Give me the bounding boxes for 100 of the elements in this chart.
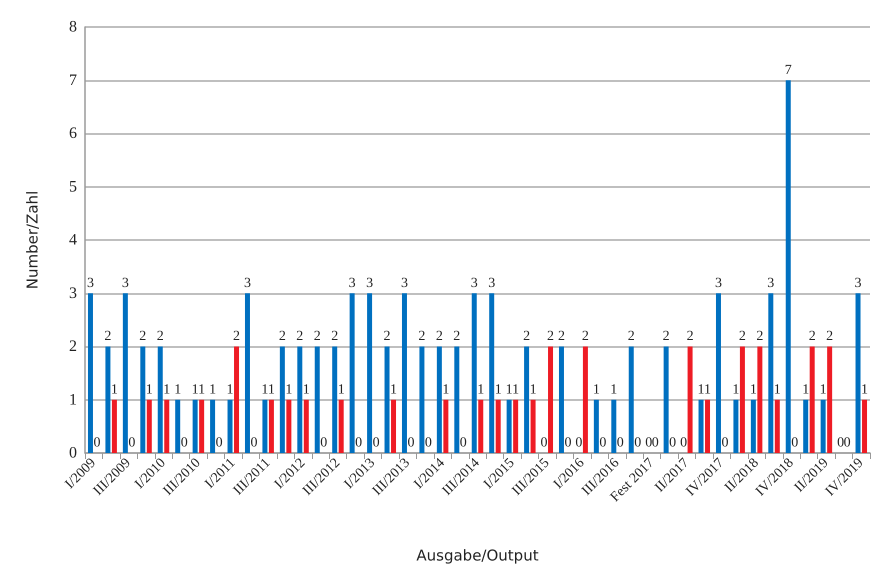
data-label: 2 — [628, 329, 635, 344]
bar — [338, 400, 344, 453]
data-label: 2 — [523, 329, 530, 344]
bar — [210, 400, 216, 453]
bar — [733, 400, 738, 453]
data-label: 1 — [750, 382, 757, 398]
bar — [548, 346, 554, 453]
data-label: 1 — [338, 382, 345, 398]
bar — [164, 400, 170, 453]
bar — [688, 346, 693, 453]
data-label: 0 — [424, 436, 432, 450]
bar — [443, 400, 448, 453]
data-label: 0 — [791, 436, 798, 450]
data-label: 0 — [599, 436, 606, 450]
bar — [862, 400, 868, 453]
y-tick-label: 6 — [69, 125, 77, 142]
data-label: 2 — [384, 329, 391, 344]
data-label: 0 — [93, 436, 100, 450]
y-axis-title: Number/Zahl — [24, 190, 42, 290]
data-label: 2 — [662, 329, 670, 344]
data-label: 1 — [494, 382, 502, 398]
data-label: 2 — [738, 329, 746, 344]
data-label: 1 — [698, 382, 705, 398]
bar — [757, 346, 762, 453]
bar — [436, 346, 442, 453]
data-label: 1 — [477, 382, 484, 398]
data-label: 0 — [372, 436, 380, 450]
bar — [664, 346, 669, 453]
data-label: 1 — [512, 382, 520, 398]
bar — [105, 346, 110, 453]
bar — [286, 400, 292, 453]
data-label: 0 — [320, 436, 328, 450]
data-label: 2 — [547, 329, 554, 344]
data-label: 0 — [540, 436, 548, 450]
data-label: 1 — [610, 382, 618, 398]
bar — [419, 346, 424, 453]
bar — [803, 400, 808, 453]
data-label: 0 — [844, 436, 851, 450]
bar — [234, 346, 240, 453]
data-label: 0 — [128, 436, 136, 450]
bar — [192, 400, 198, 453]
data-label: 0 — [634, 436, 642, 450]
bar — [402, 293, 407, 453]
data-label: 1 — [302, 382, 310, 398]
data-label: 3 — [470, 276, 478, 291]
data-label: 2 — [104, 329, 112, 344]
bar — [175, 400, 180, 453]
bar — [768, 293, 774, 453]
data-label: 3 — [122, 276, 129, 291]
data-label: 3 — [767, 276, 774, 291]
data-label: 1 — [174, 382, 182, 398]
data-label: 0 — [652, 436, 659, 450]
data-label: 1 — [209, 382, 216, 398]
data-label: 1 — [820, 382, 827, 398]
data-label: 3 — [400, 276, 408, 291]
data-label: 2 — [331, 329, 338, 344]
data-label: 0 — [680, 436, 688, 450]
data-label: 0 — [616, 436, 624, 450]
data-label: 1 — [390, 382, 398, 398]
bar — [88, 293, 93, 453]
bar — [558, 346, 564, 453]
data-label: 1 — [163, 382, 170, 398]
data-label: 1 — [506, 382, 513, 398]
y-tick-label: 3 — [69, 284, 77, 302]
y-tick-label: 7 — [69, 72, 77, 89]
data-label: 3 — [366, 276, 374, 291]
data-label: 0 — [216, 436, 223, 450]
bar — [367, 293, 372, 453]
bar — [856, 293, 861, 453]
bar — [489, 293, 494, 453]
data-label: 1 — [285, 382, 292, 398]
bar — [820, 400, 826, 453]
bar — [140, 346, 146, 453]
y-tick-label: 0 — [69, 444, 77, 462]
bar — [332, 346, 338, 453]
data-label: 1 — [110, 382, 118, 398]
bar — [244, 293, 250, 453]
data-label: 0 — [837, 436, 844, 450]
data-label: 1 — [732, 382, 740, 398]
data-label: 1 — [146, 382, 153, 398]
data-label: 2 — [418, 329, 426, 344]
bar — [513, 400, 518, 453]
bar — [582, 346, 588, 453]
data-label: 1 — [802, 382, 810, 398]
bar — [384, 346, 390, 453]
bar — [199, 400, 204, 453]
bar — [268, 400, 274, 453]
bar — [391, 400, 396, 453]
data-label: 2 — [296, 329, 304, 344]
data-label: 0 — [180, 436, 188, 450]
x-axis-title: Ausgabe/Output — [416, 546, 539, 564]
data-label: 2 — [278, 329, 286, 344]
data-label: 1 — [261, 382, 268, 398]
data-label: 2 — [156, 329, 164, 344]
bar — [122, 293, 128, 453]
bar — [350, 293, 355, 453]
data-label: 1 — [442, 382, 450, 398]
bar — [112, 400, 117, 453]
data-label: 1 — [198, 382, 206, 398]
data-label: 1 — [704, 382, 712, 398]
